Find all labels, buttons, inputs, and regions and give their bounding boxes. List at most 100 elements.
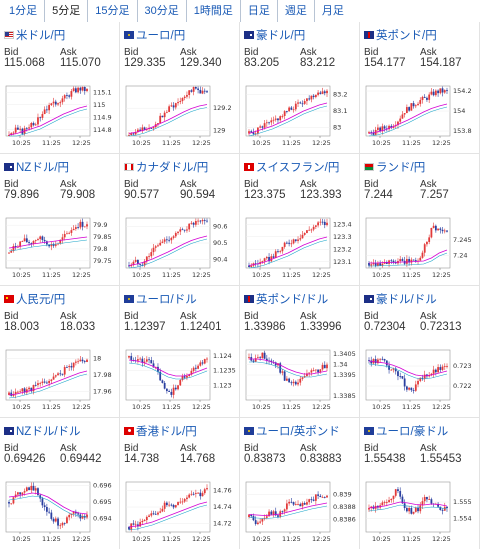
mini-chart[interactable]: 1.124 1.1235 1.123 10:25 11:25 12:25 (124, 346, 236, 412)
candle-body (312, 370, 315, 372)
candle-body (137, 129, 139, 132)
candle-body (145, 256, 148, 262)
candle-body (23, 491, 26, 493)
quote-labels: Bid Ask (124, 47, 236, 58)
mini-chart[interactable]: 154.2 154 153.8 10:25 11:25 12:25 (364, 82, 476, 148)
candle-body (61, 373, 64, 375)
pair-name[interactable]: 米ドル/円 (16, 30, 66, 42)
mini-chart[interactable]: 1.555 1.554 10:25 11:25 12:25 (364, 478, 476, 544)
pair-name[interactable]: 豪ドル/ドル (376, 294, 437, 306)
mini-chart[interactable]: 79.9 79.85 79.8 79.75 10:25 11:25 12:25 (4, 214, 116, 280)
pair-name[interactable]: 英ポンド/ドル (256, 294, 329, 306)
pair-link[interactable]: スイスフラン/円 (244, 160, 339, 174)
candle-body (263, 352, 266, 359)
pair-link[interactable]: 米ドル/円 (4, 28, 65, 42)
tab-1[interactable]: 5分足 (45, 0, 89, 22)
pair-link[interactable]: 英ポンド/ドル (244, 292, 328, 306)
candle-body (197, 88, 199, 90)
pair-link[interactable]: カナダドル/円 (124, 160, 208, 174)
rate-tile: 香港ドル/円 Bid Ask 14.738 14.768 14.76 14.74 14.72 1… (120, 418, 240, 549)
y-tick-label: 1.3395 (333, 371, 356, 379)
candle-body (163, 382, 166, 389)
candle-body (432, 369, 435, 374)
pair-name[interactable]: ユーロ/ドル (136, 294, 197, 306)
mini-chart[interactable]: 0.723 0.722 10:25 11:25 12:25 (364, 346, 476, 412)
candle-body (272, 511, 275, 515)
candle-body (28, 242, 30, 244)
pair-name[interactable]: NZドル/円 (16, 162, 70, 174)
pair-link[interactable]: 人民元/円 (4, 292, 65, 306)
mini-chart[interactable]: 0.839 0.8388 0.8386 10:25 11:25 12:25 (244, 478, 356, 544)
tab-0[interactable]: 1分足 (2, 0, 46, 22)
candle-body (79, 514, 82, 519)
mini-chart[interactable]: 115.1 115 114.9 114.8 10:25 11:25 12:25 (4, 82, 116, 148)
mini-chart[interactable]: 83.2 83.1 83 10:25 11:25 12:25 (244, 82, 356, 148)
y-tick-label: 114.8 (93, 126, 112, 134)
pair-name[interactable]: 英ポンド/円 (376, 30, 437, 42)
pair-link[interactable]: NZドル/円 (4, 160, 69, 174)
pair-name[interactable]: ユーロ/英ポンド (256, 426, 340, 438)
pair-link[interactable]: NZドル/ドル (4, 424, 81, 438)
mini-chart[interactable]: 7.245 7.24 10:25 11:25 12:25 (364, 214, 476, 280)
pair-name[interactable]: NZドル/ドル (16, 426, 81, 438)
tab-2[interactable]: 15分足 (88, 0, 138, 22)
bid-value: 0.72304 (364, 321, 406, 333)
candle-body (419, 377, 422, 381)
pair-name[interactable]: 人民元/円 (16, 294, 66, 306)
candle-body (368, 360, 370, 361)
mini-chart[interactable]: 14.76 14.74 14.72 10:25 11:25 12:25 (124, 478, 236, 544)
y-tick-label: 123.2 (333, 245, 352, 253)
candle-body (277, 251, 279, 253)
pair-name[interactable]: ユーロ/豪ドル (376, 426, 449, 438)
tab-6[interactable]: 週足 (278, 0, 315, 22)
moving-average-line (8, 370, 88, 396)
y-tick-label: 153.8 (453, 127, 472, 135)
tab-5[interactable]: 日足 (241, 0, 278, 22)
ask-value: 0.72313 (420, 321, 462, 333)
pair-link[interactable]: 豪ドル/ドル (364, 292, 437, 306)
candlestick-chart: 1.3405 1.34 1.3395 1.3385 10:25 11:25 12:25 (245, 349, 356, 411)
pair-link[interactable]: 英ポンド/円 (364, 28, 437, 42)
candle-body (285, 503, 288, 510)
candle-body (314, 494, 317, 501)
pair-name[interactable]: ユーロ/円 (136, 30, 186, 42)
pair-name[interactable]: スイスフラン/円 (256, 162, 340, 174)
mini-chart[interactable]: 18 17.98 17.96 10:25 11:25 12:25 (4, 346, 116, 412)
candle-body (172, 387, 175, 395)
ask-label: Ask (420, 311, 437, 322)
mini-chart[interactable]: 1.3405 1.34 1.3395 1.3385 10:25 11:25 12:25 (244, 346, 356, 412)
candle-body (63, 95, 66, 99)
mini-chart[interactable]: 129.2 129 10:25 11:25 12:25 (124, 82, 236, 148)
tab-4[interactable]: 1時間足 (187, 0, 241, 22)
candle-body (319, 495, 322, 498)
pair-link[interactable]: ユーロ/英ポンド (244, 424, 340, 438)
pair-link[interactable]: ランド/円 (364, 160, 425, 174)
pair-name[interactable]: 豪ドル/円 (256, 30, 306, 42)
tab-3[interactable]: 30分足 (138, 0, 187, 22)
candle-body (397, 489, 399, 492)
pair-link[interactable]: 香港ドル/円 (124, 424, 197, 438)
candle-body (154, 366, 157, 368)
mini-chart[interactable]: 0.696 0.695 0.694 10:25 11:25 12:25 (4, 478, 116, 544)
mini-chart[interactable]: 90.6 90.5 90.4 10:25 11:25 12:25 (124, 214, 236, 280)
tab-7[interactable]: 月足 (321, 5, 344, 17)
candle-body (70, 91, 73, 97)
pair-link[interactable]: ユーロ/円 (124, 28, 185, 42)
mini-chart[interactable]: 123.4 123.3 123.2 123.1 10:25 11:25 12:25 (244, 214, 356, 280)
pair-name[interactable]: 香港ドル/円 (136, 426, 197, 438)
bid-value: 7.244 (364, 189, 393, 201)
candle-body (446, 230, 448, 232)
candle-body (128, 135, 130, 136)
candle-body (170, 504, 173, 506)
pair-link[interactable]: 豪ドル/円 (244, 28, 305, 42)
pair-name[interactable]: ランド/円 (376, 162, 426, 174)
candle-body (281, 246, 284, 252)
pair-link[interactable]: ユーロ/ドル (124, 292, 197, 306)
flag-icon (124, 163, 134, 171)
candle-body (54, 518, 57, 522)
candle-body (368, 507, 370, 510)
pair-name[interactable]: カナダドル/円 (136, 162, 209, 174)
candle-body (381, 263, 384, 266)
candle-body (150, 127, 153, 129)
pair-link[interactable]: ユーロ/豪ドル (364, 424, 448, 438)
